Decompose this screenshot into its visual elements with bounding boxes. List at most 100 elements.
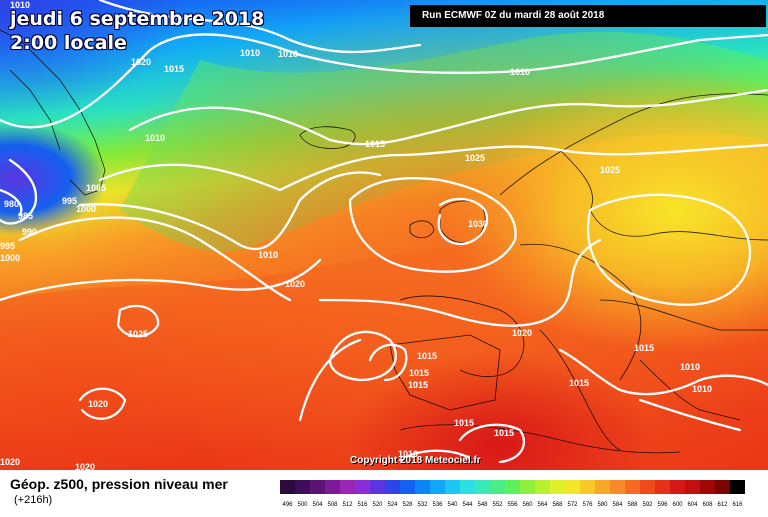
color-scale: 496 500 504 508 512 516 520 524 528 532 536 540 544 5… <box>280 480 756 517</box>
forecast-lead: (+216h) <box>14 494 53 506</box>
scale-tick-label: 604 <box>687 502 698 508</box>
isobar-label: 1015 <box>408 380 428 390</box>
isobar-label: 985 <box>18 211 33 221</box>
isobar-label: 1015 <box>634 343 654 353</box>
isobar-label: 1010 <box>510 67 530 77</box>
scale-swatch <box>685 480 700 494</box>
scale-swatch <box>400 480 415 494</box>
scale-tick-label: 584 <box>612 502 623 508</box>
isobar-label: 1020 <box>285 279 305 289</box>
scale-swatch <box>475 480 490 494</box>
isobar-label: 1010 <box>10 0 30 10</box>
scale-swatch <box>565 480 580 494</box>
map-caption: Géop. z500, pression niveau mer <box>10 476 228 492</box>
scale-swatch <box>715 480 730 494</box>
isobar-label: 1005 <box>86 183 106 193</box>
isobar-label: 1015 <box>365 139 385 149</box>
isobar-label: 1025 <box>465 153 485 163</box>
run-info: Run ECMWF 0Z du mardi 28 août 2018 <box>410 5 766 27</box>
scale-tick-label: 532 <box>417 502 428 508</box>
scale-tick-label: 508 <box>327 502 338 508</box>
scale-swatch <box>730 480 745 494</box>
isobar-label: 1010 <box>258 250 278 260</box>
weather-map: 1010 1010 1010 1020 1015 1010 1010 1015 … <box>0 0 768 470</box>
scale-swatch <box>355 480 370 494</box>
scale-swatch <box>550 480 565 494</box>
isobar-label: 1015 <box>164 64 184 74</box>
scale-swatch <box>655 480 670 494</box>
scale-swatch <box>280 480 295 494</box>
scale-tick-label: 500 <box>297 502 308 508</box>
scale-swatch <box>640 480 655 494</box>
scale-tick-label: 528 <box>402 502 413 508</box>
scale-tick-label: 540 <box>447 502 458 508</box>
scale-tick-label: 544 <box>462 502 473 508</box>
isobar-label: 980 <box>4 199 19 209</box>
forecast-date: jeudi 6 septembre 2018 <box>10 8 265 30</box>
scale-swatch <box>580 480 595 494</box>
scale-swatch <box>520 480 535 494</box>
scale-swatch <box>370 480 385 494</box>
scale-swatch <box>490 480 505 494</box>
isobar-label: 990 <box>22 227 37 237</box>
isobar-label: 1020 <box>131 57 151 67</box>
scale-tick-label: 596 <box>657 502 668 508</box>
isobar-label: 1010 <box>692 384 712 394</box>
scale-tick-label: 568 <box>552 502 563 508</box>
isobar-label: 1020 <box>0 457 20 467</box>
scale-swatch <box>460 480 475 494</box>
scale-swatch <box>445 480 460 494</box>
isobar-label: 1015 <box>417 351 437 361</box>
scale-swatch <box>535 480 550 494</box>
isobar-label: 1025 <box>600 165 620 175</box>
scale-tick-label: 524 <box>387 502 398 508</box>
isobar-label: 1010 <box>398 449 418 459</box>
scale-swatch <box>385 480 400 494</box>
scale-tick-label: 536 <box>432 502 443 508</box>
scale-tick-label: 580 <box>597 502 608 508</box>
scale-swatch <box>610 480 625 494</box>
scale-tick-label: 564 <box>537 502 548 508</box>
scale-tick-label: 572 <box>567 502 578 508</box>
scale-swatch <box>415 480 430 494</box>
scale-swatch <box>325 480 340 494</box>
isobar-label: 1010 <box>145 133 165 143</box>
isobar-label: 1015 <box>409 368 429 378</box>
isobar-labels: 1010 1010 1010 1020 1015 1010 1010 1015 … <box>0 0 712 470</box>
isobar-label: 995 <box>62 196 77 206</box>
isobar-label: 1010 <box>240 48 260 58</box>
scale-tick-label: 496 <box>282 502 293 508</box>
scale-tick-label: 556 <box>507 502 518 508</box>
isobar-label: 1015 <box>569 378 589 388</box>
scale-tick-label: 516 <box>357 502 368 508</box>
scale-tick-label: 552 <box>492 502 503 508</box>
legend-bar: Géop. z500, pression niveau mer (+216h) … <box>0 470 768 512</box>
isobar-label: 1020 <box>512 328 532 338</box>
scale-tick-label: 608 <box>702 502 713 508</box>
scale-swatch <box>625 480 640 494</box>
scale-tick-label: 612 <box>717 502 728 508</box>
isobar-label: 1015 <box>454 418 474 428</box>
scale-tick-label: 520 <box>372 502 383 508</box>
scale-swatch <box>430 480 445 494</box>
scale-swatch <box>340 480 355 494</box>
scale-tick-label: 548 <box>477 502 488 508</box>
isobar-label: 1020 <box>88 399 108 409</box>
isobar-label: 1010 <box>278 49 298 59</box>
isobar-label: 1020 <box>75 462 95 470</box>
scale-tick-label: 588 <box>627 502 638 508</box>
isobar-label: 1010 <box>680 362 700 372</box>
scale-swatch <box>310 480 325 494</box>
scale-tick-label: 504 <box>312 502 323 508</box>
scale-swatch <box>700 480 715 494</box>
scale-tick-label: 616 <box>732 502 743 508</box>
isobar-label: 995 <box>0 241 15 251</box>
isobar-label: 1000 <box>0 253 20 263</box>
isobar-label: 1025 <box>128 329 148 339</box>
scale-swatch <box>670 480 685 494</box>
scale-tick-label: 512 <box>342 502 353 508</box>
isobar-label: 1000 <box>76 204 96 214</box>
scale-tick-label: 576 <box>582 502 593 508</box>
forecast-time: 2:00 locale <box>10 32 127 54</box>
isobar-label: 1015 <box>494 428 514 438</box>
